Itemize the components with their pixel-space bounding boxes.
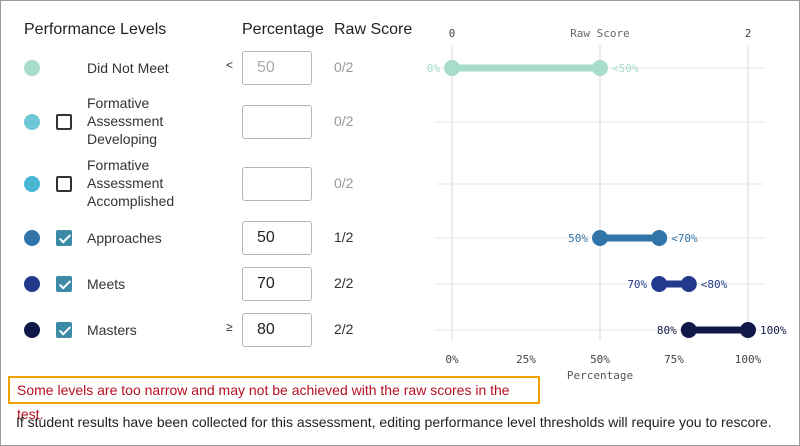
level-name: Masters — [87, 322, 137, 338]
level-name: Approaches — [87, 230, 162, 246]
range-start-marker — [592, 230, 608, 246]
level-color-dot — [24, 276, 40, 292]
level-color-dot — [24, 114, 40, 130]
level-color-dot — [24, 60, 40, 76]
range-end-label: <70% — [671, 232, 698, 245]
range-end-label: <50% — [612, 62, 639, 75]
raw-score-value: 2/2 — [334, 275, 354, 291]
top-axis-title: Raw Score — [570, 27, 630, 40]
level-enable-checkbox[interactable] — [56, 230, 72, 246]
level-name: Meets — [87, 276, 126, 292]
header-percentage: Percentage — [242, 21, 324, 38]
range-start-marker — [651, 276, 668, 292]
header-raw-score: Raw Score — [334, 21, 413, 38]
level-name: Formative Assessment Developing — [87, 95, 164, 147]
level-color-dot — [24, 176, 40, 192]
level-enable-checkbox[interactable] — [56, 176, 72, 192]
range-end-marker — [680, 276, 697, 292]
level-name: Formative Assessment Accomplished — [87, 157, 175, 209]
narrow-levels-warning: Some levels are too narrow and may not b… — [8, 376, 540, 422]
level-enable-checkbox[interactable] — [56, 276, 72, 292]
range-start-marker — [444, 60, 460, 76]
raw-score-value: 0/2 — [334, 59, 354, 75]
range-start-label: 70% — [627, 278, 647, 291]
range-end-label: 100% — [760, 324, 787, 337]
percentage-input[interactable] — [242, 105, 312, 139]
threshold-operator: ≥ — [226, 320, 233, 334]
top-tick-label: 2 — [745, 27, 752, 40]
threshold-operator: < — [226, 58, 234, 72]
percentage-input[interactable] — [242, 313, 312, 347]
bottom-tick-label: 50% — [590, 353, 610, 366]
top-tick-label: 0 — [449, 27, 456, 40]
range-chart: 0 2 Raw Score 0% 25% 50% 75% 100% Percentage 0% <5… — [427, 27, 787, 382]
bottom-axis-title: Percentage — [567, 369, 633, 382]
range-end-marker — [740, 322, 756, 338]
range-end-marker — [592, 60, 608, 76]
percentage-input[interactable] — [242, 267, 312, 301]
raw-score-value: 0/2 — [334, 175, 354, 191]
rescore-note: If student results have been collected f… — [16, 414, 772, 430]
range-start-label: 50% — [568, 232, 588, 245]
percentage-input[interactable] — [242, 51, 312, 85]
level-color-dot — [24, 322, 40, 338]
level-enable-checkbox[interactable] — [56, 322, 72, 338]
range-end-marker — [651, 230, 668, 246]
percentage-input[interactable] — [242, 221, 312, 255]
bottom-tick-label: 25% — [516, 353, 536, 366]
range-start-marker — [680, 322, 697, 338]
raw-score-value: 0/2 — [334, 113, 354, 129]
level-enable-checkbox[interactable] — [56, 114, 72, 130]
range-start-label: 0% — [427, 62, 441, 75]
bottom-tick-label: 0% — [445, 353, 459, 366]
bottom-tick-label: 100% — [735, 353, 762, 366]
range-start-label: 80% — [657, 324, 677, 337]
header-performance-levels: Performance Levels — [24, 21, 167, 38]
level-color-dot — [24, 230, 40, 246]
percentage-input[interactable] — [242, 167, 312, 201]
bottom-tick-label: 75% — [664, 353, 684, 366]
level-name: Did Not Meet — [87, 60, 169, 76]
range-end-label: <80% — [701, 278, 728, 291]
raw-score-value: 1/2 — [334, 229, 354, 245]
raw-score-value: 2/2 — [334, 321, 354, 337]
